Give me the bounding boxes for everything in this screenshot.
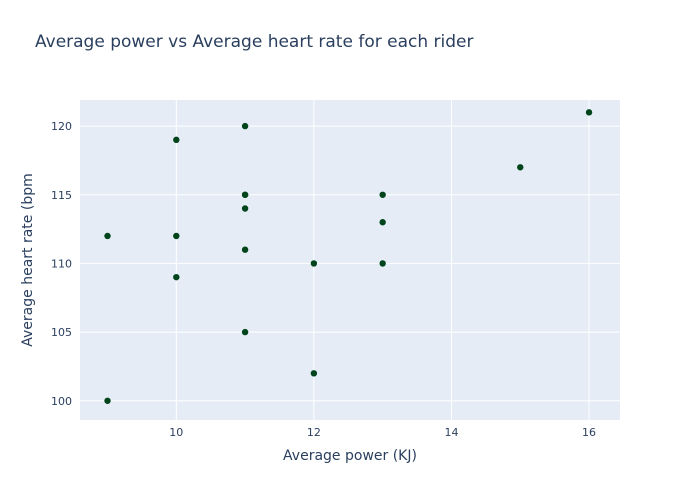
grid-lines [80,100,620,420]
data-point [310,260,318,267]
data-point [241,328,249,336]
y-tick-label: 105 [51,326,72,339]
data-point [379,191,386,198]
y-tick-label: 120 [51,120,72,133]
tick-labels: 10 12 14 16 100 105 110 115 120 [51,120,596,439]
data-point [173,136,180,144]
chart-title: Average power vs Average heart rate for … [35,32,474,52]
data-point [173,232,180,240]
data-point [310,370,318,377]
data-point [104,232,111,240]
data-point [241,191,249,198]
data-point [173,273,180,281]
data-point [241,122,249,130]
x-tick-label: 12 [307,426,321,439]
x-axis-title: Average power (KJ) [283,448,417,464]
y-axis-title: Average heart rate (bpm [20,173,36,346]
data-point [379,219,386,226]
data-point [517,164,524,171]
data-point [241,246,249,253]
x-tick-label: 14 [444,426,458,439]
x-tick-label: 10 [169,426,183,439]
data-points [104,109,593,404]
data-point [104,397,111,404]
x-tick-label: 16 [582,426,596,439]
data-point [241,205,249,212]
data-point [585,109,593,116]
y-tick-label: 100 [51,395,72,408]
y-tick-label: 110 [51,257,72,270]
plot-area [80,100,620,420]
data-point [379,260,386,267]
y-tick-label: 115 [51,189,72,202]
